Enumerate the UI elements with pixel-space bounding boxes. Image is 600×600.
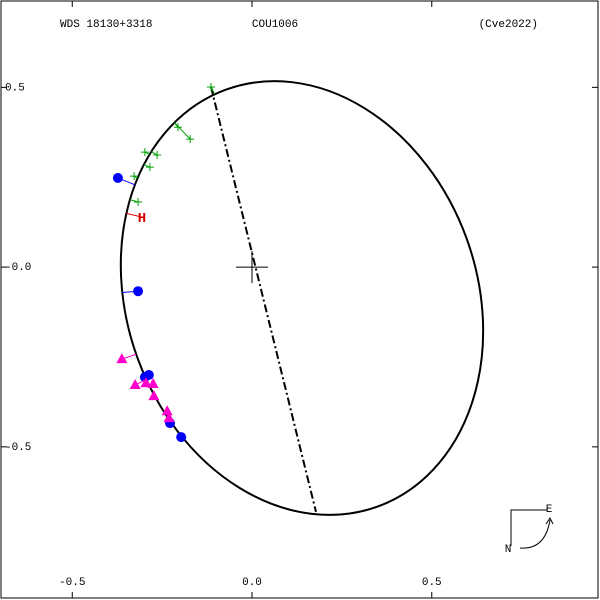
y-tick-label: 0.5 xyxy=(5,82,25,94)
chart-title: WDS 18130+3318 xyxy=(60,19,152,31)
compass-east: E xyxy=(546,504,553,516)
residual-line xyxy=(126,212,143,218)
compass-axes xyxy=(510,509,547,546)
compass-arrow xyxy=(545,517,554,525)
x-tick-label: 0.5 xyxy=(422,577,442,589)
observation-point xyxy=(143,369,154,380)
observation-point xyxy=(176,432,187,443)
residual-line xyxy=(210,86,216,95)
observation-point xyxy=(112,172,123,183)
observation-point xyxy=(129,379,141,390)
origin-cross xyxy=(236,251,269,284)
observation-point xyxy=(148,390,160,401)
chart-subtitle: COU1006 xyxy=(252,19,298,31)
observation-point xyxy=(207,82,216,91)
y-tick-label: -0.5 xyxy=(5,442,31,454)
observation-point xyxy=(140,377,152,388)
observation-point: H xyxy=(138,211,146,227)
observation-point xyxy=(147,377,159,388)
observation-point xyxy=(133,286,144,297)
observation-point xyxy=(161,405,173,416)
observation-point xyxy=(163,412,175,423)
compass xyxy=(510,509,554,549)
observation-point xyxy=(186,135,195,144)
reference: (Cve2022) xyxy=(479,19,538,31)
observation-point xyxy=(130,172,139,181)
observation-point xyxy=(140,148,149,157)
observation-point xyxy=(116,353,128,364)
compass-arc xyxy=(519,519,551,549)
orbit-ellipse xyxy=(119,80,485,516)
residual-line xyxy=(151,151,158,156)
x-tick-label: -0.5 xyxy=(59,577,85,589)
line-of-nodes xyxy=(210,86,317,513)
y-tick-label: -0.0 xyxy=(5,262,31,274)
compass-north: N xyxy=(505,544,512,556)
x-tick-label: 0.0 xyxy=(242,577,262,589)
observation-point xyxy=(173,123,182,132)
observation-point xyxy=(153,150,162,159)
observation-point xyxy=(134,198,143,207)
observation-point xyxy=(145,163,154,172)
residual-line xyxy=(174,122,191,140)
